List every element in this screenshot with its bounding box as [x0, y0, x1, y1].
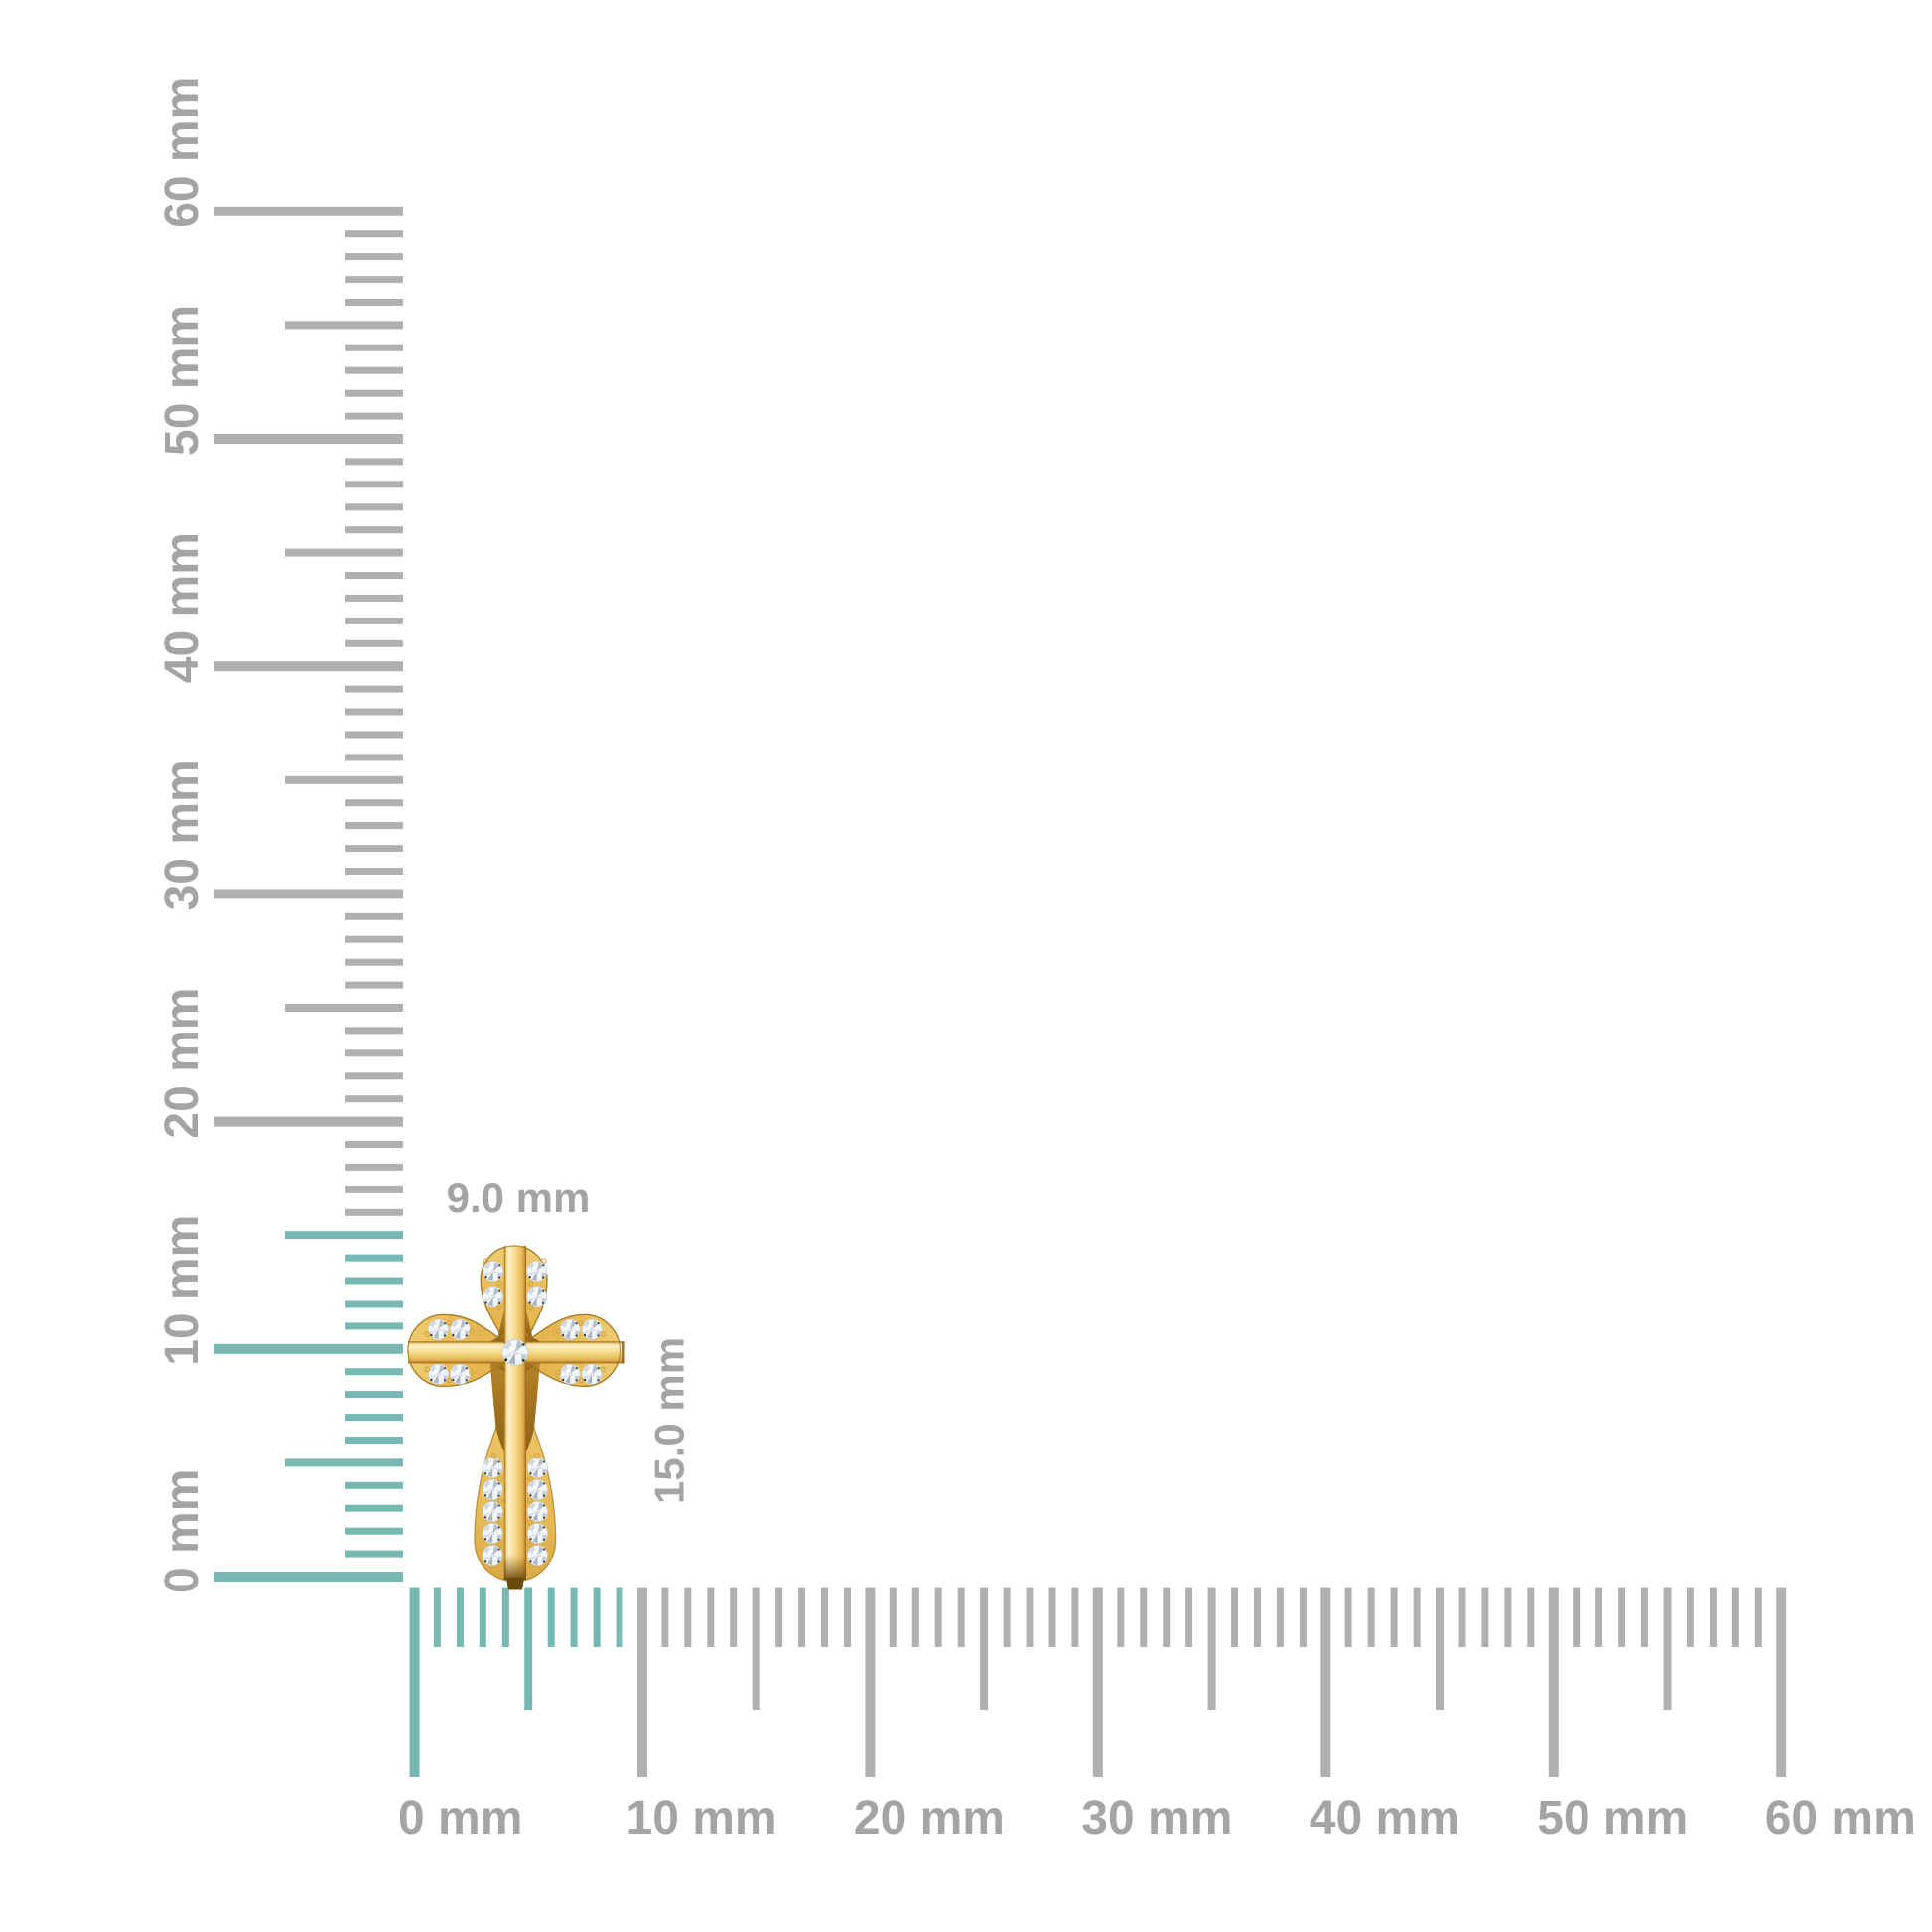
svg-text:20 mm: 20 mm [854, 1792, 1005, 1845]
svg-text:15.0 mm: 15.0 mm [646, 1337, 693, 1504]
svg-text:30 mm: 30 mm [1081, 1792, 1232, 1845]
svg-text:60 mm: 60 mm [1765, 1792, 1916, 1845]
svg-text:0 mm: 0 mm [398, 1792, 522, 1845]
svg-text:0 mm: 0 mm [156, 1469, 208, 1593]
svg-text:10 mm: 10 mm [156, 1215, 208, 1366]
svg-text:9.0 mm: 9.0 mm [447, 1174, 591, 1221]
svg-text:30 mm: 30 mm [156, 759, 208, 910]
svg-text:60 mm: 60 mm [156, 77, 208, 228]
svg-text:50 mm: 50 mm [1537, 1792, 1688, 1845]
svg-text:40 mm: 40 mm [1310, 1792, 1460, 1845]
svg-text:40 mm: 40 mm [156, 532, 208, 683]
svg-text:50 mm: 50 mm [156, 305, 208, 456]
svg-text:10 mm: 10 mm [626, 1792, 777, 1845]
svg-text:20 mm: 20 mm [156, 988, 208, 1139]
